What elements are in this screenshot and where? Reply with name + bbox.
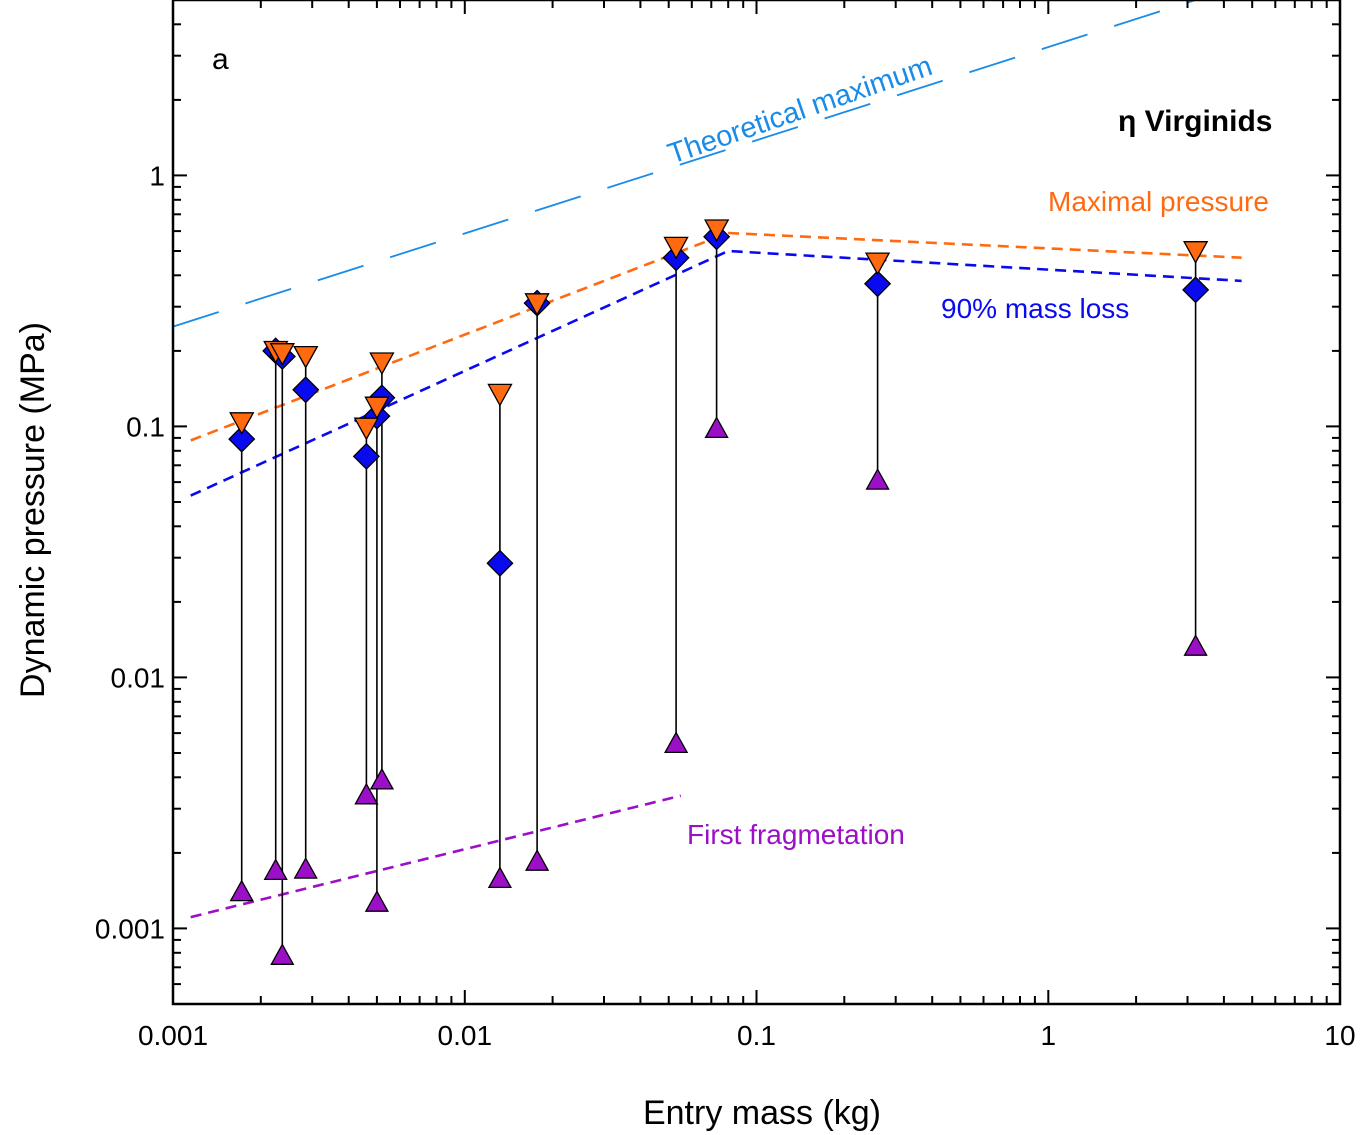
marker-maximal-pressure-8 — [524, 293, 550, 317]
y-tick-label: 0.1 — [126, 411, 165, 442]
marker-first-fragmentation-8 — [524, 849, 550, 871]
plot-frame — [171, 0, 1342, 1006]
marker-maximal-pressure-5 — [364, 396, 390, 420]
x-tick-label: 1 — [1041, 1020, 1057, 1051]
marker-first-fragmentation-6 — [369, 767, 395, 790]
annotation-maximal-pressure: Maximal pressure — [1048, 186, 1269, 217]
markers — [228, 219, 1210, 965]
marker-first-fragmentation-1 — [263, 858, 288, 881]
x-tick-label: 0.01 — [438, 1020, 493, 1051]
axis-ticks — [172, 0, 1340, 1005]
trend-line-maximal-pressure — [190, 231, 1242, 442]
y-axis-title: Dynamic pressure (MPa) — [14, 322, 52, 698]
trend-line-theoretical-maximum — [172, 0, 1196, 328]
marker-maximal-pressure-10 — [704, 219, 730, 243]
marker-maximal-pressure-7 — [487, 383, 513, 407]
marker-mass-loss-90-3 — [292, 376, 320, 404]
marker-first-fragmentation-2 — [270, 943, 295, 965]
marker-mass-loss-90-4 — [352, 442, 380, 470]
marker-maximal-pressure-2 — [269, 343, 296, 366]
trend-line-first-fragmetation — [190, 794, 682, 919]
annotation-theoretical-maximum: Theoretical maximum — [664, 50, 937, 171]
chart-title: η Virginids — [1118, 105, 1272, 138]
trend-lines — [172, 0, 1242, 919]
marker-first-fragmentation-12 — [1183, 634, 1208, 656]
marker-maximal-pressure-3 — [293, 345, 319, 369]
marker-maximal-pressure-0 — [229, 412, 255, 436]
tick-labels: 0.001 0.01 0.1 1 10 0.001 0.01 0.1 1 — [95, 160, 1356, 1051]
y-tick-label: 1 — [149, 160, 165, 191]
marker-maximal-pressure-4 — [353, 417, 379, 441]
marker-maximal-pressure-9 — [663, 236, 689, 260]
marker-first-fragmentation-4 — [354, 782, 379, 805]
marker-mass-loss-90-0 — [228, 425, 256, 453]
x-tick-label: 0.001 — [138, 1020, 208, 1051]
panel-label: a — [212, 43, 229, 76]
marker-first-fragmentation-10 — [704, 416, 729, 439]
marker-first-fragmentation-9 — [663, 731, 689, 754]
x-tick-label: 0.1 — [737, 1020, 776, 1051]
marker-mass-loss-90-12 — [1182, 276, 1210, 304]
range-lines — [240, 229, 1197, 956]
marker-first-fragmentation-5 — [364, 890, 390, 912]
marker-first-fragmentation-7 — [487, 866, 513, 889]
x-axis-title: Entry mass (kg) — [643, 1094, 881, 1132]
marker-mass-loss-90-11 — [863, 270, 892, 298]
x-tick-label: 10 — [1324, 1020, 1355, 1051]
marker-mass-loss-90-7 — [486, 549, 514, 577]
annotation-mass-loss: 90% mass loss — [941, 293, 1129, 324]
y-tick-label: 0.01 — [111, 662, 166, 693]
marker-maximal-pressure-6 — [369, 352, 395, 376]
annotation-first-fragmentation: First fragmetation — [687, 819, 905, 850]
marker-maximal-pressure-11 — [864, 252, 891, 276]
marker-first-fragmentation-3 — [293, 856, 318, 879]
marker-first-fragmentation-11 — [865, 467, 890, 490]
y-tick-label: 0.001 — [95, 913, 165, 944]
marker-maximal-pressure-12 — [1183, 241, 1209, 264]
marker-first-fragmentation-0 — [229, 879, 254, 902]
